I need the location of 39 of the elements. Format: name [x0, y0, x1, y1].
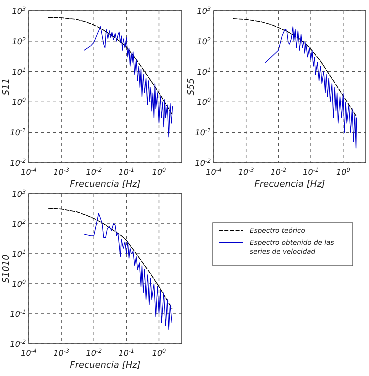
y-tick-label: 10$^{-2}$: [10, 339, 26, 349]
x-tick-label: 10$^{-1}$: [303, 167, 319, 177]
y-tick-label: 10$^{0}$: [197, 97, 212, 108]
x-tick-label: 10$^{-4}$: [206, 167, 222, 177]
x-tick-label: 10$^{-2}$: [86, 167, 102, 177]
y-tick-label: 10$^{3}$: [12, 6, 26, 16]
y-tick-label: 10$^{-2}$: [10, 158, 26, 168]
y-tick-label: 10$^{1}$: [197, 66, 211, 77]
y-tick-label: 10$^{-2}$: [195, 158, 212, 168]
y-tick-label: 10$^{2}$: [197, 36, 212, 46]
y-axis-title: S11: [2, 78, 12, 96]
y-tick-label: 10$^{0}$: [12, 279, 26, 289]
y-tick-label: 10$^{3}$: [197, 6, 212, 16]
x-tick-label: 10$^{-3}$: [54, 167, 70, 177]
x-tick-label: 10$^{-1}$: [118, 348, 135, 358]
x-tick-label: 10$^{0}$: [336, 167, 351, 177]
y-tick-label: 10$^{2}$: [12, 36, 26, 46]
x-tick-label: 10$^{-2}$: [86, 348, 102, 358]
y-tick-label: 10$^{-1}$: [10, 128, 26, 138]
x-tick-label: 10$^{-4}$: [21, 348, 38, 358]
x-tick-label: 10$^{-4}$: [21, 167, 38, 177]
x-tick-label: 10$^{0}$: [152, 167, 167, 177]
x-axis-title: Frecuencia [Hz]: [70, 180, 142, 190]
x-tick-label: 10$^{-3}$: [238, 167, 255, 177]
y-tick-label: 10$^{-1}$: [10, 309, 26, 319]
x-axis-title: Frecuencia [Hz]: [70, 361, 142, 371]
y-tick-label: 10$^{1}$: [12, 249, 26, 259]
y-tick-label: 10$^{2}$: [12, 219, 26, 229]
x-tick-label: 10$^{-1}$: [118, 167, 135, 177]
y-tick-label: 10$^{0}$: [12, 97, 26, 108]
x-tick-label: 10$^{-2}$: [270, 167, 288, 177]
x-tick-label: 10$^{0}$: [152, 348, 167, 358]
y-axis-title: S1010: [2, 254, 12, 284]
x-axis-title: Frecuencia [Hz]: [254, 180, 326, 190]
y-tick-label: 10$^{1}$: [12, 66, 26, 77]
y-tick-label: 10$^{-1}$: [195, 128, 211, 138]
y-tick-label: 10$^{3}$: [12, 189, 26, 199]
x-tick-label: 10$^{-3}$: [54, 348, 70, 358]
y-axis-title: S55: [187, 78, 197, 96]
